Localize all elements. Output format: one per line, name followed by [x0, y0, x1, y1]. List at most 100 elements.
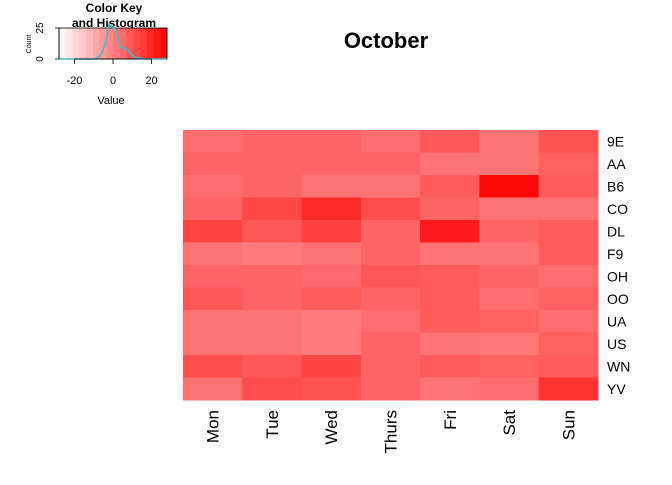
heatmap-cell: [242, 197, 303, 221]
heatmap-cell: [183, 130, 243, 153]
column-label: Fri: [441, 410, 460, 430]
heatmap-cell: [183, 377, 243, 401]
heatmap-cell: [360, 377, 421, 401]
column-label: Wed: [322, 410, 341, 445]
heatmap-cell: [420, 152, 480, 176]
heatmap-cell: [360, 130, 421, 153]
heatmap-cell: [242, 310, 303, 333]
color-key-x-tick-label: 0: [110, 75, 116, 87]
color-key-band: [59, 28, 67, 59]
heatmap-cell: [538, 355, 599, 378]
heatmap-cell: [301, 287, 362, 311]
heatmap-cell: [360, 242, 421, 266]
column-label: Sun: [559, 410, 578, 440]
heatmap-cell: [183, 197, 243, 221]
color-key-band: [113, 28, 121, 59]
heatmap-cell: [479, 265, 540, 288]
heatmap-cell: [538, 130, 599, 153]
color-key-xlabel: Value: [97, 95, 124, 107]
heatmap-cell: [479, 220, 540, 243]
color-key-axis: -20 0 20 0 25: [35, 22, 158, 87]
heatmap-cell: [420, 197, 480, 221]
row-label: OH: [607, 268, 628, 284]
heatmap-cell: [183, 332, 243, 356]
heatmap-cell: [420, 265, 480, 288]
row-label-group: 9E AA B6 CO DL F9 OH OO UA US WN YV: [607, 133, 630, 397]
heatmap-cell: [242, 332, 303, 356]
row-label: F9: [607, 246, 624, 262]
row-label: OO: [607, 291, 629, 307]
heatmap-cell: [479, 197, 540, 221]
heatmap-cell: [420, 175, 480, 198]
heatmap-cell: [538, 287, 599, 311]
heatmap-cell: [301, 332, 362, 356]
heatmap-cell: [183, 152, 243, 176]
heatmap-cell: [301, 310, 362, 333]
heatmap-cell: [538, 197, 599, 221]
heatmap-cell: [301, 377, 362, 401]
heatmap-cell: [301, 220, 362, 243]
heatmap-cell: [301, 130, 362, 153]
heatmap-cell: [183, 287, 243, 311]
color-key-band: [133, 28, 141, 59]
heatmap-cell: [183, 242, 243, 266]
heatmap-cell: [479, 332, 540, 356]
color-key-band: [160, 28, 168, 59]
color-key-x-tick-label: -20: [66, 75, 82, 87]
row-label: DL: [607, 223, 625, 239]
color-key-title-line-2: and Histogram: [72, 16, 156, 30]
heatmap-cell: [301, 152, 362, 176]
heatmap-cell: [301, 355, 362, 378]
heatmap-cell: [538, 332, 599, 356]
heatmap-cell: [242, 377, 303, 401]
color-key-histogram: [59, 22, 167, 60]
color-key-ylabel: Count: [26, 35, 33, 54]
column-label: Thurs: [382, 410, 401, 453]
row-label: CO: [607, 201, 628, 217]
row-label: B6: [607, 178, 624, 194]
heatmap-cell: [242, 287, 303, 311]
heatmap-cell: [479, 130, 540, 153]
heatmap-cell: [420, 355, 480, 378]
heatmap-cell: [301, 197, 362, 221]
heatmap-cell: [183, 220, 243, 243]
heatmap-cell: [420, 310, 480, 333]
column-label: Sat: [500, 410, 519, 436]
heatmap-cell: [301, 242, 362, 266]
heatmap-cell: [242, 152, 303, 176]
row-label: AA: [607, 156, 626, 172]
heatmap-cell: [538, 265, 599, 288]
color-key-y-tick-label: 0: [35, 56, 46, 62]
column-label: Tue: [263, 410, 282, 439]
color-key-band: [79, 28, 87, 59]
row-label: 9E: [607, 133, 624, 149]
heatmap-cell: [242, 242, 303, 266]
heatmap-cell: [420, 130, 480, 153]
heatmap-cell: [242, 355, 303, 378]
color-key-x-tick-label: 20: [145, 75, 157, 87]
heatmap-cell: [538, 220, 599, 243]
color-key-band: [106, 28, 114, 59]
chart-title: October: [344, 28, 429, 53]
heatmap-cell: [301, 175, 362, 198]
heatmap-cell: [301, 265, 362, 288]
color-key-band: [119, 28, 127, 59]
heatmap-cell: [360, 197, 421, 221]
heatmap-cell: [360, 152, 421, 176]
heatmap-cell: [479, 175, 540, 198]
heatmap-cell: [360, 332, 421, 356]
heatmap-cell: [420, 332, 480, 356]
color-key-band: [146, 28, 154, 59]
column-label: Mon: [204, 410, 223, 443]
color-key-band: [153, 28, 161, 59]
heatmap-cell: [242, 220, 303, 243]
heatmap-cell: [479, 242, 540, 266]
color-key-y-tick-label: 25: [35, 22, 46, 34]
heatmap-cell: [420, 242, 480, 266]
heatmap-cell: [242, 175, 303, 198]
heatmap-cell: [420, 377, 480, 401]
heatmap-cell: [420, 287, 480, 311]
